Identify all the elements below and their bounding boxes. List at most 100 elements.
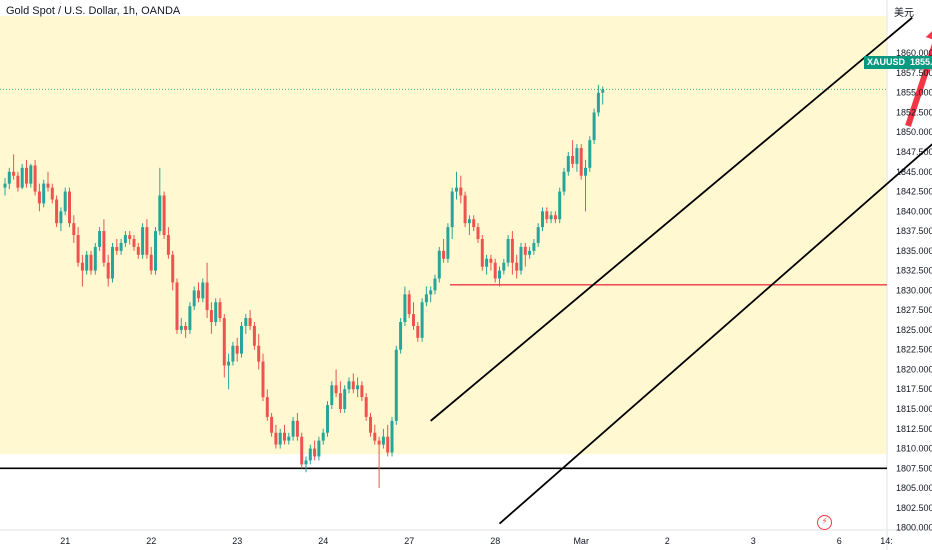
candle-body bbox=[166, 235, 170, 255]
candle-body bbox=[592, 112, 596, 141]
candle-body bbox=[98, 231, 102, 247]
candle-body bbox=[42, 183, 46, 204]
candle-body bbox=[579, 148, 583, 176]
candle-body bbox=[403, 294, 407, 323]
candle-body bbox=[283, 432, 286, 441]
candle-body bbox=[192, 290, 196, 307]
candle bbox=[360, 381, 364, 402]
candle bbox=[209, 302, 213, 334]
candle bbox=[532, 238, 536, 255]
candle-body bbox=[381, 436, 385, 445]
candle-body bbox=[424, 294, 428, 303]
candle bbox=[214, 298, 218, 326]
candle bbox=[571, 140, 575, 168]
candle-body bbox=[476, 227, 480, 239]
candle-body bbox=[536, 227, 540, 243]
candle bbox=[394, 345, 398, 425]
candle bbox=[467, 215, 471, 236]
x-tick-label: 23 bbox=[232, 536, 242, 546]
candle bbox=[37, 183, 41, 212]
projection-arrow-head bbox=[925, 31, 932, 40]
x-tick-label: 14: bbox=[880, 536, 893, 546]
candle-body bbox=[308, 448, 312, 461]
candle-body bbox=[231, 345, 235, 362]
candle bbox=[347, 377, 351, 394]
candle bbox=[149, 246, 153, 275]
lightning-icon[interactable]: ⚡ bbox=[817, 515, 832, 530]
candle-body bbox=[175, 282, 179, 330]
candle bbox=[429, 286, 433, 303]
candle-body bbox=[463, 195, 467, 224]
candle bbox=[132, 235, 136, 251]
candle-body bbox=[50, 187, 54, 200]
candle bbox=[205, 262, 209, 319]
candle-body bbox=[360, 385, 364, 398]
candle-body bbox=[553, 215, 557, 220]
candle-body bbox=[3, 183, 7, 188]
candle-body bbox=[317, 440, 321, 457]
candle bbox=[493, 258, 497, 283]
candle-body bbox=[429, 290, 433, 295]
candle-body bbox=[373, 432, 377, 441]
candle-body bbox=[338, 393, 342, 410]
candle-body bbox=[20, 167, 24, 188]
candle bbox=[179, 318, 183, 334]
candle bbox=[321, 428, 325, 445]
candle-body bbox=[394, 349, 398, 421]
candle bbox=[377, 436, 381, 489]
candle-body bbox=[523, 246, 527, 255]
candle-body bbox=[278, 432, 282, 445]
candle bbox=[356, 377, 360, 398]
candle bbox=[386, 424, 390, 457]
candle bbox=[399, 318, 403, 354]
candle-body bbox=[7, 171, 11, 184]
candle bbox=[162, 191, 166, 239]
candle bbox=[154, 227, 157, 275]
x-tick-label: 3 bbox=[751, 536, 756, 546]
y-tick-label: 1835.000 bbox=[896, 246, 932, 256]
channel-lower-line bbox=[498, 143, 932, 525]
candle-body bbox=[442, 250, 446, 259]
candle-body bbox=[584, 167, 587, 176]
candle bbox=[278, 428, 282, 449]
candle-body bbox=[467, 219, 471, 224]
price-badge-value: 1855.435 bbox=[910, 57, 932, 67]
candle bbox=[317, 436, 321, 461]
candle bbox=[528, 246, 532, 259]
candle bbox=[412, 302, 415, 330]
candle bbox=[166, 227, 170, 259]
chart-title: Gold Spot / U.S. Dollar, 1h, OANDA bbox=[6, 5, 181, 17]
candle-body bbox=[154, 231, 157, 271]
x-tick-label: 24 bbox=[318, 536, 328, 546]
candle bbox=[601, 86, 605, 105]
y-tick-label: 1830.000 bbox=[896, 285, 932, 295]
candle-body bbox=[390, 420, 394, 453]
candle bbox=[80, 254, 84, 287]
candle-body bbox=[248, 318, 252, 326]
y-tick-label: 1852.500 bbox=[896, 107, 932, 117]
candle bbox=[136, 242, 140, 259]
candle-body bbox=[252, 325, 256, 346]
y-tick-label: 1857.500 bbox=[896, 68, 932, 78]
candle bbox=[592, 108, 596, 145]
candle bbox=[128, 231, 132, 245]
candle-body bbox=[287, 436, 291, 441]
candle-body bbox=[519, 246, 523, 271]
candle bbox=[519, 242, 523, 275]
candle bbox=[188, 302, 192, 334]
candle bbox=[111, 242, 114, 283]
candle bbox=[20, 163, 24, 190]
candle bbox=[283, 424, 286, 445]
candle-body bbox=[588, 140, 592, 168]
candle-body bbox=[106, 262, 110, 279]
candle-body bbox=[549, 215, 553, 220]
candle bbox=[16, 171, 20, 192]
candle bbox=[584, 159, 587, 212]
candle-body bbox=[566, 155, 570, 172]
candle bbox=[50, 183, 54, 204]
candle bbox=[536, 223, 540, 247]
candle bbox=[55, 195, 59, 228]
candle-body bbox=[347, 381, 351, 390]
